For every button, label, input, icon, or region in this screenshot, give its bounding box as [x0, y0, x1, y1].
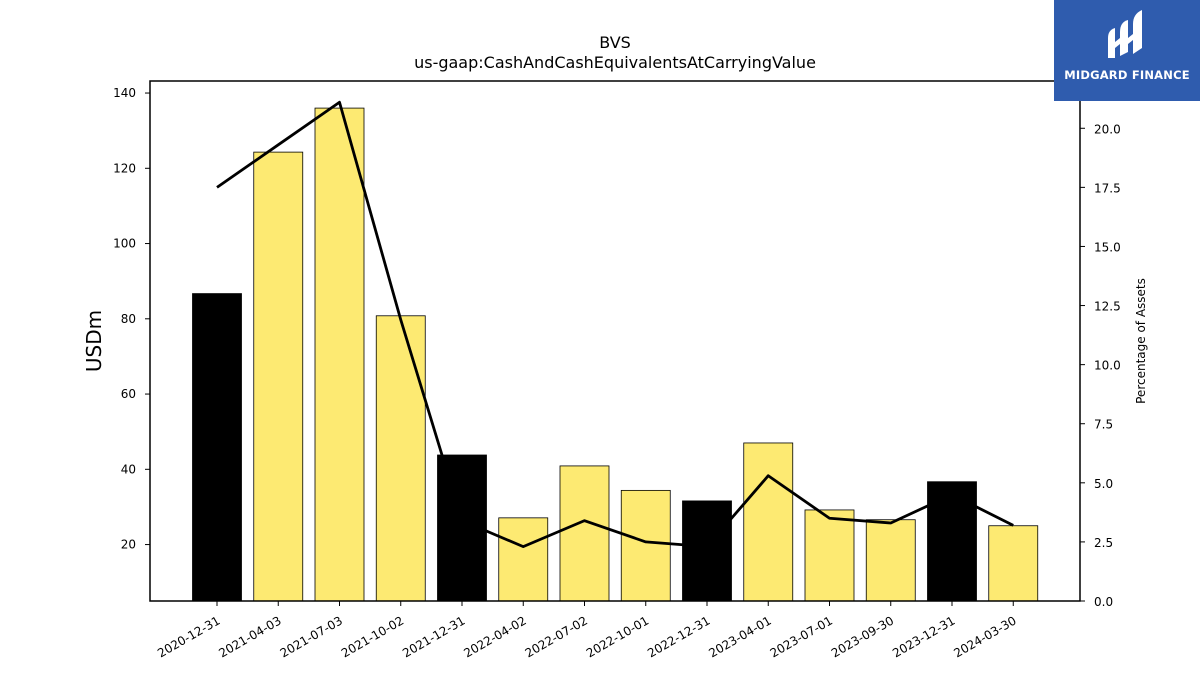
bar-2021-07-03 [314, 107, 365, 602]
y2-tick-label: 7.5 [1094, 418, 1113, 432]
y-tick-label: 100 [113, 237, 136, 251]
y-tick-label: 80 [121, 312, 136, 326]
y-tick-label: 120 [113, 161, 136, 175]
bar-2023-04-01 [743, 442, 794, 602]
x-tick-label: 2023-12-31 [890, 613, 957, 660]
x-tick-label: 2024-03-30 [951, 613, 1018, 660]
bar-2023-07-01 [804, 509, 855, 602]
y-tick-label: 20 [121, 538, 136, 552]
y-axis-label: USDm [82, 310, 106, 372]
bar-2022-10-01 [620, 489, 671, 602]
company-logo: MIDGARD FINANCE [1054, 0, 1200, 101]
y2-axis-label: Percentage of Assets [1134, 278, 1148, 404]
x-tick-label: 2020-12-31 [155, 613, 222, 660]
x-tick-label: 2023-04-01 [706, 613, 773, 660]
x-tick-label: 2021-07-03 [278, 613, 345, 660]
logo-text: MIDGARD FINANCE [1064, 68, 1190, 82]
line-series-path [216, 100, 1014, 549]
y2-tick-label: 2.5 [1094, 536, 1113, 550]
y2-tick-label: 0.0 [1094, 595, 1113, 609]
y-tick-label: 140 [113, 86, 136, 100]
y-axis-left: 20 40 60 80 100 120 140 [113, 86, 150, 552]
bar-2021-04-03 [253, 151, 304, 602]
chart-title: BVS [599, 33, 631, 52]
bars [192, 107, 1039, 602]
bar-2024-03-30 [988, 525, 1039, 602]
y2-tick-label: 20.0 [1094, 122, 1121, 136]
bar-2023-09-30 [865, 519, 916, 602]
y2-tick-label: 12.5 [1094, 300, 1121, 314]
x-tick-label: 2023-09-30 [829, 613, 896, 660]
x-tick-label: 2021-12-31 [400, 613, 467, 660]
bar-2022-07-02 [559, 465, 610, 602]
y2-tick-label: 10.0 [1094, 359, 1121, 373]
y2-tick-label: 17.5 [1094, 181, 1121, 195]
y2-tick-label: 15.0 [1094, 240, 1121, 254]
bar-2021-10-02 [375, 315, 426, 602]
y-tick-label: 40 [121, 462, 136, 476]
bar-2020-12-31 [192, 293, 242, 602]
y-axis-right: 0.0 2.5 5.0 7.5 10.0 12.5 15.0 17.5 20.0 [1080, 122, 1121, 609]
x-tick-label: 2022-10-01 [584, 613, 651, 660]
y-tick-label: 60 [121, 387, 136, 401]
x-tick-label: 2023-07-01 [768, 613, 835, 660]
x-axis: 2020-12-312021-04-032021-07-032021-10-02… [155, 601, 1019, 660]
bar-2022-12-31 [682, 500, 732, 602]
x-tick-label: 2022-12-31 [645, 613, 712, 660]
line-series [216, 100, 1014, 549]
plot-frame [149, 80, 1081, 602]
bar-2022-04-02 [498, 517, 549, 602]
midgard-logo-icon [1108, 10, 1142, 58]
bar-2023-12-31 [927, 481, 977, 602]
y2-tick-label: 5.0 [1094, 477, 1113, 491]
chart-subtitle: us-gaap:CashAndCashEquivalentsAtCarrying… [414, 53, 816, 72]
x-tick-label: 2021-04-03 [216, 613, 283, 660]
x-tick-label: 2022-07-02 [523, 613, 590, 660]
x-tick-label: 2021-10-02 [339, 613, 406, 660]
x-tick-label: 2022-04-02 [461, 613, 528, 660]
